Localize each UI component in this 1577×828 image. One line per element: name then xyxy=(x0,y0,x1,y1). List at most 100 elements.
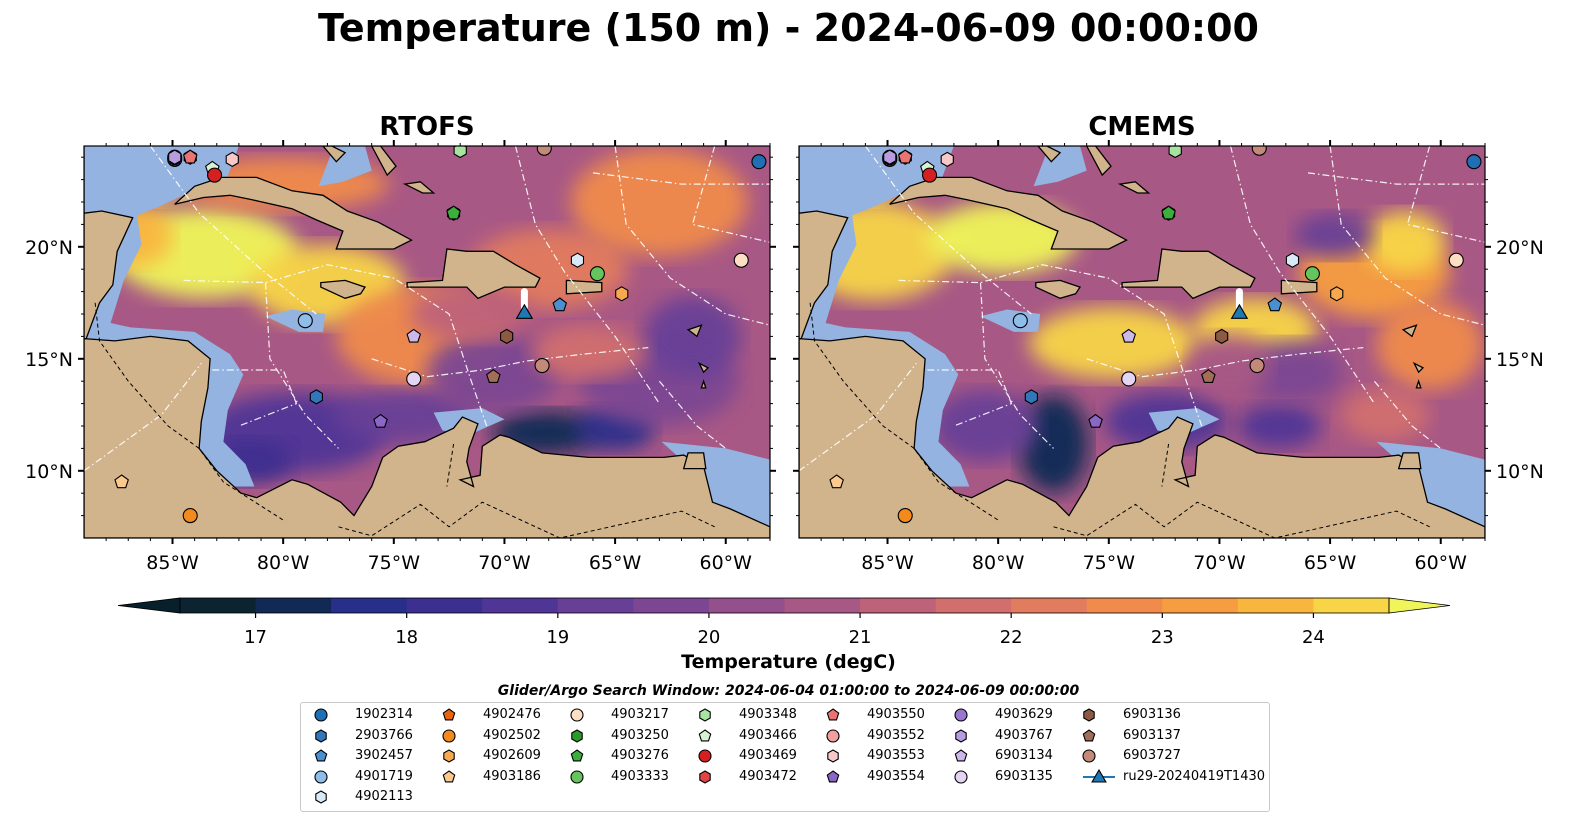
colorbar-tick-label: 23 xyxy=(1150,627,1174,648)
lat-tick-label: 10°N xyxy=(1496,461,1544,483)
colorbar-segment xyxy=(557,598,634,613)
legend-label: 6903134 xyxy=(995,748,1053,764)
float-marker xyxy=(1012,313,1028,329)
float-marker xyxy=(1304,266,1320,282)
legend-label: 6903135 xyxy=(995,768,1053,784)
float-marker xyxy=(536,146,552,156)
float-marker xyxy=(1161,205,1176,220)
legend-marker-icon xyxy=(442,770,456,783)
legend-marker xyxy=(1083,708,1095,722)
lon-tick-label: 65°W xyxy=(589,552,642,574)
lon-tick-label: 75°W xyxy=(368,552,421,574)
legend-marker xyxy=(826,770,840,783)
legend-marker-icon xyxy=(570,708,584,722)
legend-label: 4901719 xyxy=(355,768,413,784)
float-marker xyxy=(1088,413,1103,428)
legend-label: 4903472 xyxy=(739,768,797,784)
legend-marker-icon xyxy=(570,749,584,762)
float-marker xyxy=(114,474,129,489)
float-marker xyxy=(897,508,913,524)
legend-marker xyxy=(699,770,711,784)
legend-marker xyxy=(442,729,456,743)
float-marker xyxy=(751,154,767,170)
legend-marker-icon xyxy=(442,729,456,743)
legend-label: 4903469 xyxy=(739,748,797,764)
colorbar-tick-label: 21 xyxy=(848,627,872,648)
colorbar-tick-label: 17 xyxy=(244,627,268,648)
legend-marker xyxy=(955,728,967,743)
legend-label: 4902113 xyxy=(355,789,413,805)
colorbar-tick-label: 20 xyxy=(697,627,721,648)
float-marker xyxy=(1215,328,1229,345)
legend-marker-icon xyxy=(1083,708,1095,722)
legend-marker xyxy=(699,708,711,722)
legend-marker-icon xyxy=(570,770,584,784)
legend-label: 1902314 xyxy=(355,707,413,722)
legend-marker xyxy=(826,708,840,721)
legend-marker xyxy=(314,708,328,722)
legend-label: 6903727 xyxy=(1123,748,1181,764)
legend-marker-icon xyxy=(571,728,583,743)
legend-marker xyxy=(1082,728,1096,742)
colorbar-title: Temperature (degC) xyxy=(681,651,896,673)
legend-marker-icon xyxy=(827,749,839,763)
legend-label: 6903137 xyxy=(1123,727,1181,743)
legend-marker xyxy=(314,749,328,762)
float-marker xyxy=(207,167,223,183)
float-marker xyxy=(552,297,568,312)
lon-tick-label: 60°W xyxy=(700,552,753,574)
float-marker xyxy=(225,151,239,168)
legend-marker xyxy=(570,770,584,784)
legend-label: 4902476 xyxy=(483,707,541,722)
legend-marker-icon xyxy=(443,749,455,763)
colorbar-tick-label: 19 xyxy=(546,627,570,648)
legend-label: 4903629 xyxy=(995,707,1053,722)
lon-tick-label: 70°W xyxy=(1193,552,1246,574)
legend-marker xyxy=(442,708,456,721)
legend-marker xyxy=(315,728,327,743)
legend-label: 4902609 xyxy=(483,748,541,764)
lon-tick-label: 65°W xyxy=(1304,552,1357,574)
legend-label: 4902502 xyxy=(483,727,541,743)
colorbar-segment xyxy=(633,598,710,613)
colorbar-extend-low xyxy=(117,597,181,614)
glider-marker xyxy=(1230,303,1249,319)
legend-marker xyxy=(570,749,584,762)
legend-label: ru29-20240419T1430 xyxy=(1123,768,1266,784)
legend-marker xyxy=(1091,768,1107,783)
colorbar-tick-label: 22 xyxy=(999,627,1023,648)
figure-title: Temperature (150 m) - 2024-06-09 00:00:0… xyxy=(317,6,1259,50)
float-marker xyxy=(500,328,514,345)
float-marker xyxy=(922,167,938,183)
legend-marker-icon xyxy=(954,749,968,762)
legend-marker xyxy=(954,708,968,722)
colorbar-segment xyxy=(860,598,937,613)
float-marker xyxy=(486,369,501,383)
colorbar-tick-label: 18 xyxy=(395,627,419,648)
legend-marker-icon xyxy=(699,770,711,784)
legend-marker-icon xyxy=(954,770,968,784)
lat-tick-label: 10°N xyxy=(25,461,73,483)
float-marker xyxy=(1201,369,1216,383)
colorbar-segment xyxy=(255,598,332,613)
legend-label: 4903552 xyxy=(867,727,925,743)
float-marker xyxy=(1330,286,1344,302)
colorbar-segment xyxy=(1237,598,1314,613)
float-marker xyxy=(1249,357,1265,374)
float-marker xyxy=(1024,389,1038,405)
map-panel-rtofs: 85°W 80°W 75°W 70°W 65°W 60°W 10°N 15°N 20°N xyxy=(25,140,776,574)
lon-tick-label: 85°W xyxy=(146,552,199,574)
float-marker xyxy=(733,252,749,268)
colorbar-tick-label: 24 xyxy=(1301,627,1325,648)
legend-label: 4903348 xyxy=(739,707,797,722)
legend-marker xyxy=(1082,749,1096,763)
map-frame xyxy=(798,145,1486,539)
colorbar-segment xyxy=(1162,598,1239,613)
legend-label: 4903186 xyxy=(483,768,541,784)
lat-tick-label: 15°N xyxy=(1496,349,1544,371)
legend-label: 4903276 xyxy=(611,748,669,764)
lon-tick-label: 70°W xyxy=(478,552,531,574)
float-marker xyxy=(1251,146,1267,156)
float-marker xyxy=(1448,252,1464,268)
legend-label: 4903550 xyxy=(867,707,925,722)
